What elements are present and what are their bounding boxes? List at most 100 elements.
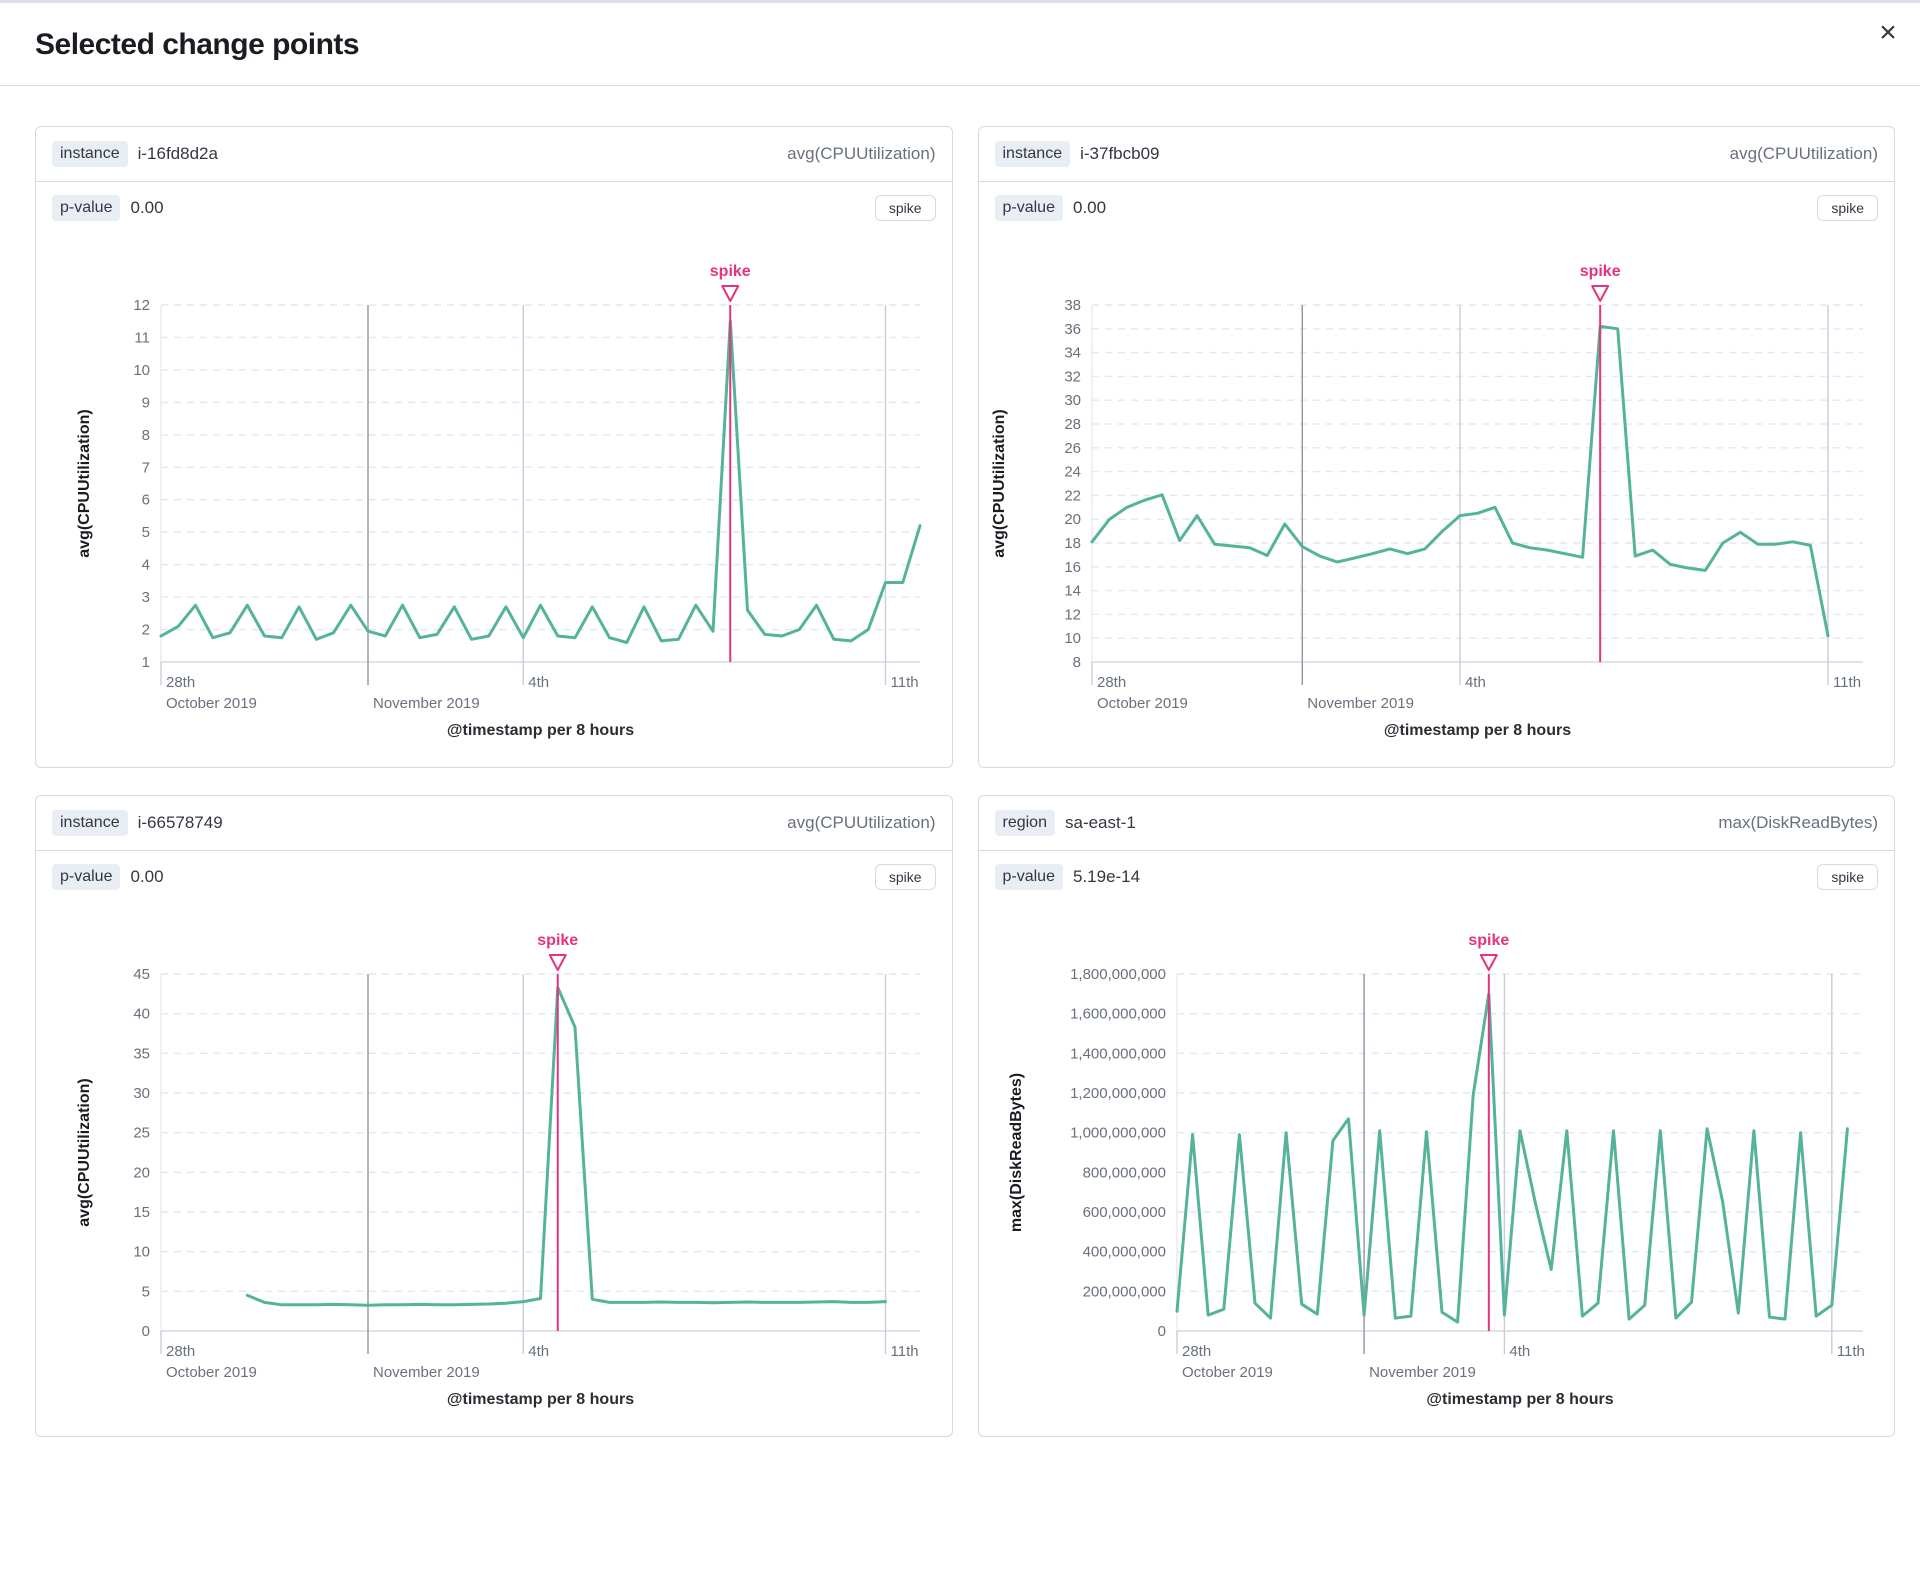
x-axis-title: @timestamp per 8 hours (447, 1391, 634, 1408)
y-tick-label: 10 (133, 1244, 150, 1261)
y-tick-label: 5 (142, 524, 150, 541)
change-point-chart[interactable]: 0 5 10 15 20 25 30 35 40 45 28th October 2019 Novemb… (36, 901, 951, 1436)
y-tick-label: 25 (133, 1125, 150, 1142)
y-tick-label: 12 (1064, 606, 1081, 623)
spike-marker-icon (721, 285, 740, 302)
change-type-button[interactable]: spike (874, 864, 936, 890)
x-tick-label: November 2019 (373, 695, 480, 712)
change-type-button[interactable]: spike (1817, 864, 1878, 890)
y-tick-label: 24 (1064, 464, 1081, 481)
y-tick-label: 30 (1064, 392, 1081, 409)
series-line (245, 986, 887, 1307)
y-tick-label: 0 (1157, 1323, 1165, 1340)
x-tick-label: November 2019 (373, 1364, 480, 1381)
x-tick-label: 28th (166, 674, 195, 691)
y-tick-label: 1 (142, 654, 150, 671)
x-tick-sublabel: October 2019 (1097, 695, 1188, 712)
change-point-card: instance i-37fbcb09 avg(CPUUtilization) … (977, 126, 1895, 768)
y-tick-label: 3 (142, 589, 150, 606)
x-axis-title: @timestamp per 8 hours (1383, 722, 1570, 739)
y-tick-label: 1,400,000,000 (1070, 1045, 1166, 1062)
y-tick-label: 18 (1064, 535, 1081, 552)
pvalue-value: 0.00 (130, 198, 164, 217)
pvalue-value: 5.19e-14 (1072, 867, 1141, 886)
x-tick-sublabel: October 2019 (1182, 1364, 1273, 1381)
x-tick-label: November 2019 (1307, 695, 1414, 712)
y-tick-label: 7 (142, 459, 150, 476)
close-icon[interactable]: × (1870, 15, 1906, 51)
y-tick-label: 38 (1064, 297, 1081, 314)
x-axis-title: @timestamp per 8 hours (1426, 1391, 1613, 1408)
change-point-chart[interactable]: 0 200,000,000 400,000,000 600,000,000 800,00… (979, 901, 1894, 1436)
split-field-badge: region (994, 810, 1055, 836)
x-axis-title: @timestamp per 8 hours (447, 722, 634, 739)
x-tick-label: 11th (891, 674, 919, 691)
y-tick-label: 40 (133, 1006, 150, 1023)
y-tick-label: 16 (1064, 559, 1081, 576)
y-tick-label: 45 (133, 966, 150, 983)
y-tick-label: 800,000,000 (1082, 1164, 1165, 1181)
y-tick-label: 34 (1064, 345, 1081, 362)
spike-annotation-label: spike (1468, 932, 1509, 949)
y-tick-label: 600,000,000 (1082, 1204, 1165, 1221)
change-type-button[interactable]: spike (1817, 195, 1878, 221)
y-axis-title: avg(CPUUtilization) (76, 1078, 93, 1226)
x-tick-label: 11th (1832, 674, 1860, 691)
pvalue-value: 0.00 (1072, 198, 1107, 217)
x-tick-sublabel: October 2019 (166, 1364, 257, 1381)
y-tick-label: 1,200,000,000 (1070, 1085, 1166, 1102)
y-tick-label: 1,600,000,000 (1070, 1006, 1166, 1023)
card-header-row: instance i-37fbcb09 avg(CPUUtilization) (978, 127, 1894, 182)
spike-annotation-label: spike (1579, 263, 1620, 280)
spike-marker-icon (1479, 954, 1498, 971)
pvalue-badge: p-value (994, 195, 1063, 221)
metric-label: avg(CPUUtilization) (787, 813, 936, 832)
y-tick-label: 15 (133, 1204, 150, 1221)
x-tick-label: 11th (1836, 1343, 1864, 1360)
change-point-chart[interactable]: 8 10 12 14 16 18 20 22 24 26 28 30 32 34 36 38 28th Octob… (979, 232, 1894, 767)
metric-label: max(DiskReadBytes) (1718, 813, 1878, 832)
pvalue-badge: p-value (994, 864, 1063, 890)
y-tick-label: 4 (142, 557, 150, 574)
card-stats-row: p-value 0.00 spike (36, 851, 952, 895)
spike-annotation-label: spike (537, 932, 578, 949)
card-stats-row: p-value 5.19e-14 spike (979, 851, 1895, 895)
change-point-card: instance i-66578749 avg(CPUUtilization) … (35, 795, 953, 1437)
y-tick-label: 12 (133, 297, 150, 314)
y-tick-label: 1,000,000,000 (1070, 1125, 1166, 1142)
x-tick-label: November 2019 (1369, 1364, 1476, 1381)
change-type-button[interactable]: spike (874, 195, 936, 221)
card-stats-row: p-value 0.00 spike (36, 182, 952, 226)
metric-label: avg(CPUUtilization) (1729, 144, 1878, 163)
card-stats-row: p-value 0.00 spike (979, 182, 1895, 226)
y-tick-label: 400,000,000 (1082, 1244, 1165, 1261)
y-axis-title: avg(CPUUtilization) (991, 409, 1008, 557)
split-field-badge: instance (994, 141, 1071, 167)
y-tick-label: 22 (1064, 487, 1081, 504)
y-tick-label: 2 (142, 622, 150, 639)
x-tick-label: 4th (528, 1343, 549, 1360)
x-tick-label: 28th (166, 1343, 195, 1360)
y-tick-label: 1,800,000,000 (1070, 966, 1166, 983)
split-field-badge: instance (52, 141, 128, 167)
y-tick-label: 20 (1064, 511, 1081, 528)
y-tick-label: 30 (133, 1085, 150, 1102)
y-tick-label: 5 (142, 1283, 150, 1300)
y-tick-label: 26 (1064, 440, 1081, 457)
x-tick-label: 4th (1464, 674, 1485, 691)
series-line (159, 319, 922, 644)
y-tick-label: 11 (134, 329, 150, 346)
y-tick-label: 36 (1064, 321, 1081, 338)
y-tick-label: 6 (142, 492, 150, 509)
y-tick-label: 28 (1064, 416, 1081, 433)
pvalue-badge: p-value (52, 864, 121, 890)
split-field-badge: instance (52, 810, 128, 836)
card-header-row: instance i-16fd8d2a avg(CPUUtilization) (36, 127, 952, 182)
metric-label: avg(CPUUtilization) (787, 144, 936, 163)
split-field-value: sa-east-1 (1064, 813, 1136, 832)
x-tick-label: 28th (1097, 674, 1126, 691)
x-tick-label: 4th (528, 674, 549, 691)
x-tick-label: 4th (1509, 1343, 1530, 1360)
y-tick-label: 10 (1064, 630, 1081, 647)
